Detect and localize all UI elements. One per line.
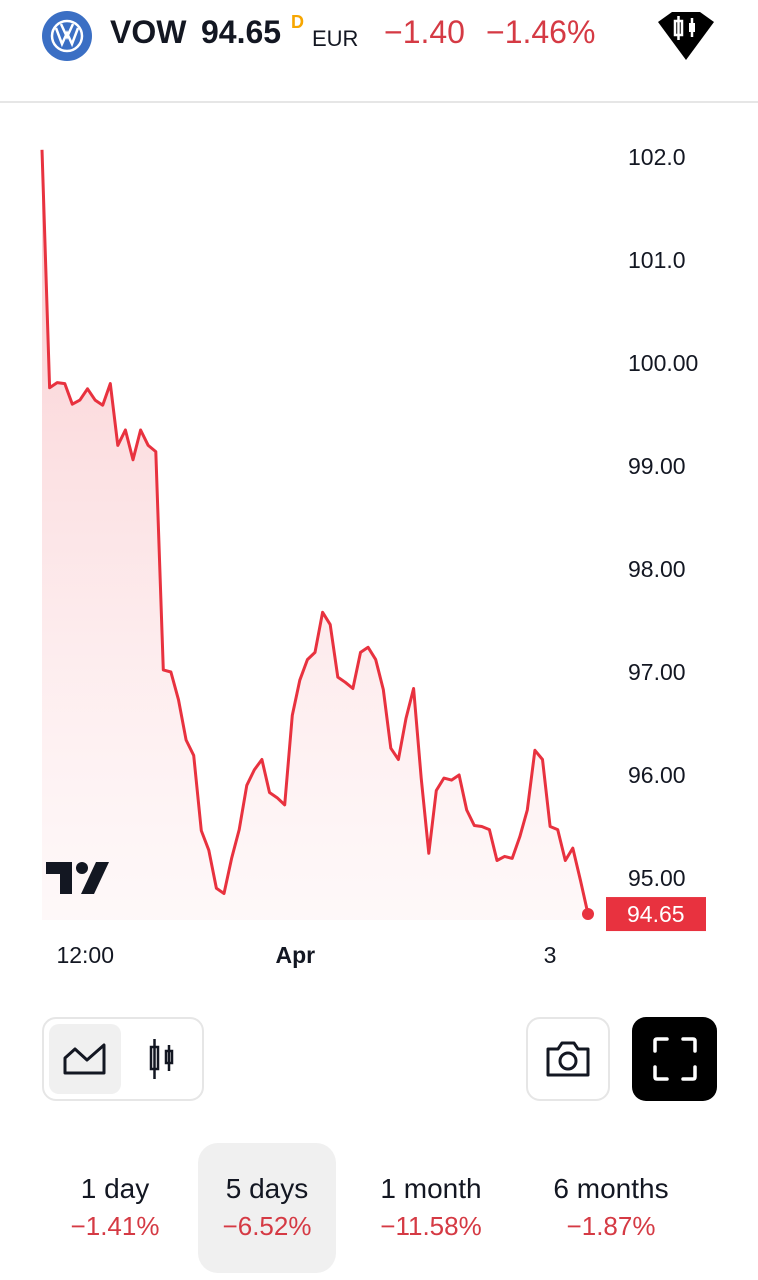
- y-tick-label: 95.00: [628, 865, 686, 891]
- volkswagen-logo: [42, 11, 92, 61]
- delayed-marker: D: [291, 12, 304, 32]
- area-chart-icon[interactable]: [62, 1039, 108, 1079]
- y-tick-label: 102.0: [628, 144, 686, 170]
- price-change: −1.40: [384, 14, 465, 50]
- snapshot-button[interactable]: [526, 1017, 610, 1101]
- x-tick-label: 3: [544, 942, 557, 968]
- period-change: −1.41%: [70, 1211, 160, 1241]
- y-tick-label: 96.00: [628, 762, 686, 788]
- period-selector: 1 day −1.41% 5 days −6.52% 1 month −11.58% …: [40, 1143, 720, 1273]
- period-label: 1 day: [80, 1173, 150, 1204]
- y-tick-label: 99.00: [628, 453, 686, 479]
- period-label: 5 days: [225, 1173, 309, 1204]
- period-change: −6.52%: [222, 1211, 312, 1241]
- price-change-percent: −1.46%: [486, 14, 596, 50]
- fullscreen-icon[interactable]: [632, 1017, 717, 1101]
- symbol-header: VOW 94.65 D EUR −1.40 −1.46%: [0, 0, 758, 103]
- chart-type-toggle: [42, 1017, 204, 1101]
- camera-icon[interactable]: [528, 1019, 608, 1099]
- y-tick-label: 97.00: [628, 659, 686, 685]
- price-line: [40, 149, 590, 915]
- last-price-label: 94.65: [627, 901, 685, 927]
- ticker-symbol[interactable]: VOW: [110, 14, 187, 50]
- tradingview-logo: [46, 862, 109, 894]
- last-price: 94.65: [201, 14, 282, 50]
- period-change: −1.87%: [566, 1211, 656, 1241]
- y-tick-label: 100.00: [628, 350, 698, 376]
- candlestick-badge-icon[interactable]: [656, 12, 716, 67]
- period-5-days[interactable]: 5 days −6.52%: [198, 1143, 336, 1273]
- period-1-month[interactable]: 1 month −11.58%: [350, 1143, 512, 1273]
- currency: EUR: [312, 26, 359, 51]
- fullscreen-button[interactable]: [632, 1017, 717, 1101]
- period-label: 6 months: [553, 1173, 669, 1204]
- period-change: −11.58%: [380, 1211, 482, 1241]
- candlestick-icon[interactable]: [142, 1037, 182, 1081]
- y-tick-label: 98.00: [628, 556, 686, 582]
- period-label: 1 month: [380, 1173, 482, 1204]
- price-area-fill: [42, 149, 588, 921]
- period-6-months[interactable]: 6 months −1.87%: [526, 1143, 696, 1273]
- period-1-day[interactable]: 1 day −1.41%: [40, 1143, 190, 1273]
- x-tick-label: Apr: [275, 942, 315, 968]
- last-price-dot: [582, 908, 594, 921]
- x-tick-label: 12:00: [56, 942, 114, 968]
- y-tick-label: 101.0: [628, 247, 686, 273]
- price-chart[interactable]: 102.0 101.0 100.00 99.00 98.00 97.00 96.00 95.0…: [0, 110, 758, 980]
- last-price-badge: [606, 897, 706, 932]
